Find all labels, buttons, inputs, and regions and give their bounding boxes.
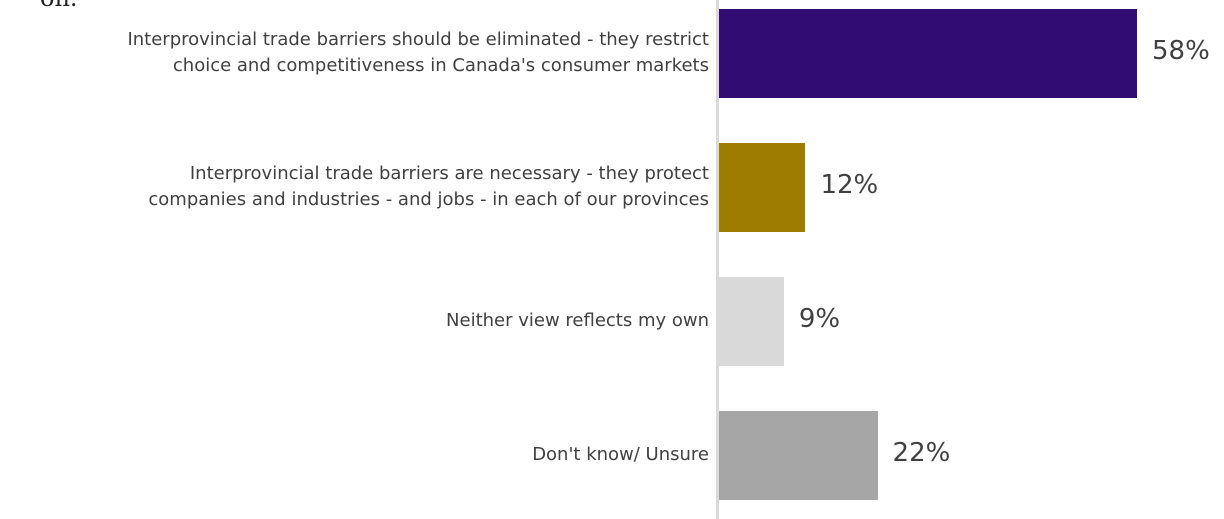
category-label-2: Interprovincial trade barriers are neces… <box>9 161 709 213</box>
data-label-3: 9% <box>798 304 841 334</box>
category-label-line: Don't know/ Unsure <box>532 444 709 465</box>
category-label-1: Interprovincial trade barriers should be… <box>9 27 709 79</box>
bar-2 <box>719 142 806 232</box>
category-label-3: Neither view reflects my own <box>9 308 709 334</box>
data-label-1: 58% <box>1152 36 1210 66</box>
data-label-2: 12% <box>820 170 879 200</box>
category-label-line: companies and industries - and jobs - in… <box>148 189 709 210</box>
bar-1 <box>719 8 1137 98</box>
category-axis-line <box>716 0 719 519</box>
category-label-line: Interprovincial trade barriers should be… <box>127 29 709 50</box>
category-label-4: Don't know/ Unsure <box>9 442 709 468</box>
category-label-line: Interprovincial trade barriers are neces… <box>189 163 709 184</box>
data-label-4: 22% <box>892 438 951 468</box>
chart-title-fragment: on. <box>40 0 78 12</box>
category-label-line: choice and competitiveness in Canada's c… <box>172 55 709 76</box>
bar-4 <box>719 410 878 500</box>
category-label-line: Neither view reflects my own <box>446 310 709 331</box>
bar-3 <box>719 276 784 366</box>
